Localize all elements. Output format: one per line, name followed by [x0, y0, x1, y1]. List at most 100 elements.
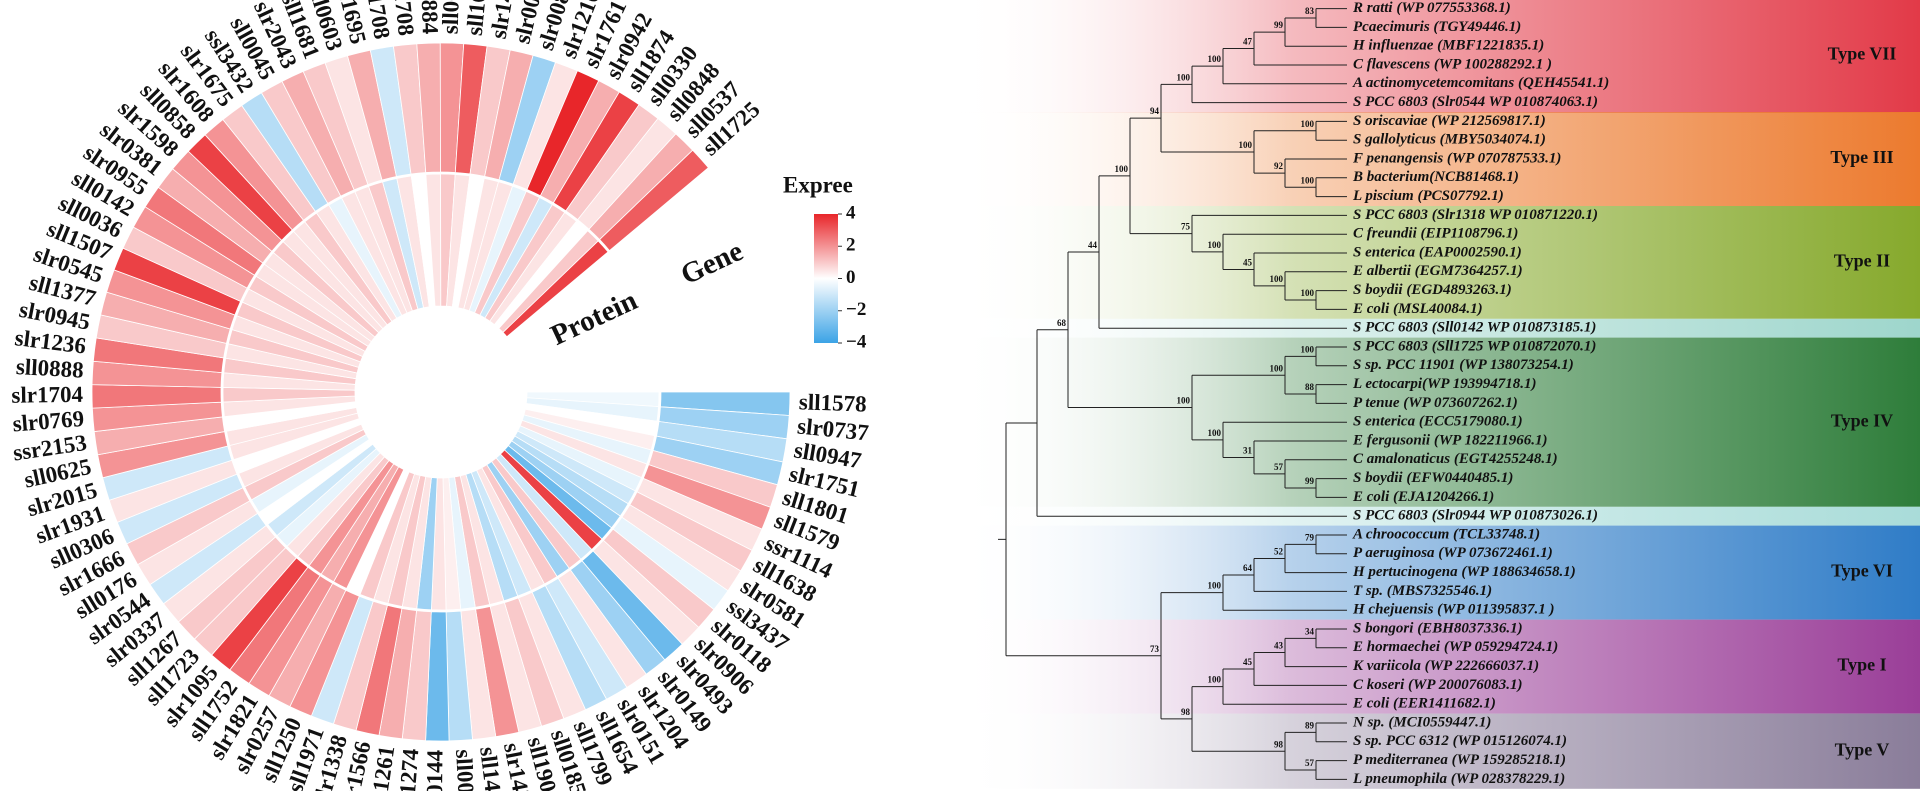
legend-tick-label: 4: [846, 202, 856, 223]
bootstrap-label: 99: [1305, 476, 1315, 486]
leaf-label: P aeruginosa (WP 073672461.1): [1353, 545, 1553, 561]
bootstrap-label: 100: [1208, 240, 1222, 250]
ring-label: Gene: [676, 235, 748, 291]
leaf-label: S PCC 6803 (Slr1318 WP 010871220.1): [1353, 207, 1598, 223]
heat-cell: [599, 149, 709, 252]
leaf-label: E fergusonii (WP 182211966.1): [1352, 432, 1547, 448]
legend-tick-label: −4: [846, 331, 867, 352]
bootstrap-label: 64: [1243, 563, 1253, 573]
gene-label: sll1884: [416, 0, 443, 35]
bootstrap-label: 100: [1270, 363, 1284, 373]
leaf-label: C freundii (EIP1108796.1): [1353, 226, 1518, 242]
bootstrap-label: 92: [1274, 161, 1284, 171]
type-label: Type VII: [1828, 44, 1897, 64]
bootstrap-label: 34: [1305, 626, 1315, 636]
leaf-label: A chroococcum (TCL33748.1): [1352, 526, 1540, 542]
leaf-label: S oriscaviae (WP 212569817.1): [1353, 113, 1546, 129]
leaf-label: E coli (EJA1204266.1): [1352, 489, 1494, 505]
leaf-label: F penangensis (WP 070787533.1): [1352, 150, 1561, 166]
bootstrap-label: 75: [1181, 222, 1191, 232]
bootstrap-label: 100: [1301, 175, 1315, 185]
leaf-label: S sp. PCC 11901 (WP 138073254.1): [1353, 357, 1574, 373]
bootstrap-label: 43: [1274, 641, 1284, 651]
leaf-label: S boydii (EFW0440485.1): [1353, 470, 1513, 486]
bootstrap-label: 98: [1181, 707, 1191, 717]
leaf-label: S PCC 6803 (Sll0142 WP 010873185.1): [1353, 320, 1596, 336]
bootstrap-label: 100: [1301, 344, 1315, 354]
bootstrap-label: 73: [1150, 644, 1160, 654]
leaf-label: E hormaechei (WP 059294724.1): [1352, 639, 1558, 655]
type-label: Type I: [1837, 655, 1886, 675]
leaf-label: B bacterium(NCB81468.1): [1352, 169, 1519, 185]
leaf-label: Pcaecimuris (TGY49446.1): [1353, 19, 1521, 35]
bootstrap-label: 100: [1208, 581, 1222, 591]
bootstrap-label: 100: [1301, 288, 1315, 298]
type-band: [955, 619, 1920, 714]
phylogenetic-tree: 83 99 47 100 100 100 100 92 100 94 100 100 45 100 75 10…: [998, 0, 1609, 787]
leaf-label: S bongori (EBH8037336.1): [1353, 620, 1523, 636]
bootstrap-label: 100: [1208, 675, 1222, 685]
type-band: [955, 337, 1920, 507]
bootstrap-label: 79: [1305, 532, 1315, 542]
type-band: [955, 206, 1920, 319]
bootstrap-label: 44: [1088, 240, 1098, 250]
gene-label: slr1704: [11, 382, 83, 408]
leaf-label: S boydii (EGD4893263.1): [1353, 282, 1512, 298]
type-label: Type VI: [1831, 561, 1893, 581]
bootstrap-label: 100: [1270, 274, 1284, 284]
leaf-label: A actinomycetemcomitans (QEH45541.1): [1352, 75, 1609, 91]
type-band: [955, 713, 1920, 789]
leaf-label: S PCC 6803 (Slr0544 WP 010874063.1): [1353, 94, 1598, 110]
leaf-label: S enterica (ECC5179080.1): [1353, 414, 1523, 430]
radial-heatmap: sll1578slr0737sll0947slr1751sll1801sll15…: [11, 0, 870, 791]
leaf-label: N sp. (MCI0559447.1): [1352, 714, 1491, 730]
bootstrap-label: 100: [1177, 396, 1191, 406]
bootstrap-label: 31: [1243, 446, 1253, 456]
bootstrap-label: 57: [1274, 462, 1284, 472]
leaf-label: C flavescens (WP 100288292.1 ): [1353, 56, 1552, 72]
bootstrap-label: 99: [1274, 20, 1284, 30]
type-label: Type III: [1830, 147, 1893, 167]
gene-label: slr0144: [422, 749, 448, 791]
heat-cell: [502, 240, 609, 338]
leaf-label: R ratti (WP 077553368.1): [1352, 0, 1511, 16]
leaf-label: L piscium (PCS07792.1): [1352, 188, 1504, 204]
gene-label: slr0769: [12, 406, 85, 437]
bootstrap-label: 94: [1150, 106, 1160, 116]
leaf-label: C amalonaticus (EGT4255248.1): [1353, 451, 1558, 467]
legend-title: Expree: [783, 172, 853, 197]
legend-tick-label: 0: [846, 267, 856, 288]
legend-bar: [814, 214, 838, 343]
legend-tick-label: 2: [846, 235, 856, 256]
bootstrap-label: 83: [1305, 6, 1315, 16]
leaf-label: L ectocarpi(WP 193994718.1): [1352, 376, 1536, 392]
bootstrap-label: 100: [1115, 164, 1129, 174]
bootstrap-label: 47: [1243, 37, 1253, 47]
ring-label: Protein: [546, 284, 642, 352]
leaf-label: S sp. PCC 6312 (WP 015126074.1): [1353, 733, 1567, 749]
type-band: [955, 318, 1920, 338]
gene-label: sll0888: [15, 354, 84, 383]
leaf-label: S PCC 6803 (Slr0944 WP 010873026.1): [1353, 508, 1598, 524]
bootstrap-label: 98: [1274, 739, 1284, 749]
leaf-label: H influenzae (MBF1221835.1): [1352, 38, 1544, 54]
bootstrap-label: 45: [1243, 657, 1253, 667]
bootstrap-label: 68: [1057, 318, 1067, 328]
type-label: Type V: [1835, 739, 1890, 759]
leaf-label: S PCC 6803 (Sll1725 WP 010872070.1): [1353, 338, 1596, 354]
leaf-label: E coli (MSL40084.1): [1352, 301, 1483, 317]
leaf-label: P tenue (WP 073607262.1): [1353, 395, 1518, 411]
type-band: [955, 0, 1920, 113]
leaf-label: S gallolyticus (MBY5034074.1): [1353, 132, 1546, 148]
gene-label: sll1274: [393, 747, 423, 791]
bootstrap-label: 57: [1305, 758, 1315, 768]
leaf-label: L pneumophila (WP 028378229.1): [1352, 771, 1565, 787]
gene-label: sll1578: [798, 389, 867, 416]
type-band: [955, 112, 1920, 206]
type-band: [955, 525, 1920, 620]
type-label: Type II: [1834, 251, 1890, 271]
leaf-label: P mediterranea (WP 159285218.1): [1353, 752, 1566, 768]
leaf-label: S enterica (EAP0002590.1): [1353, 244, 1522, 260]
